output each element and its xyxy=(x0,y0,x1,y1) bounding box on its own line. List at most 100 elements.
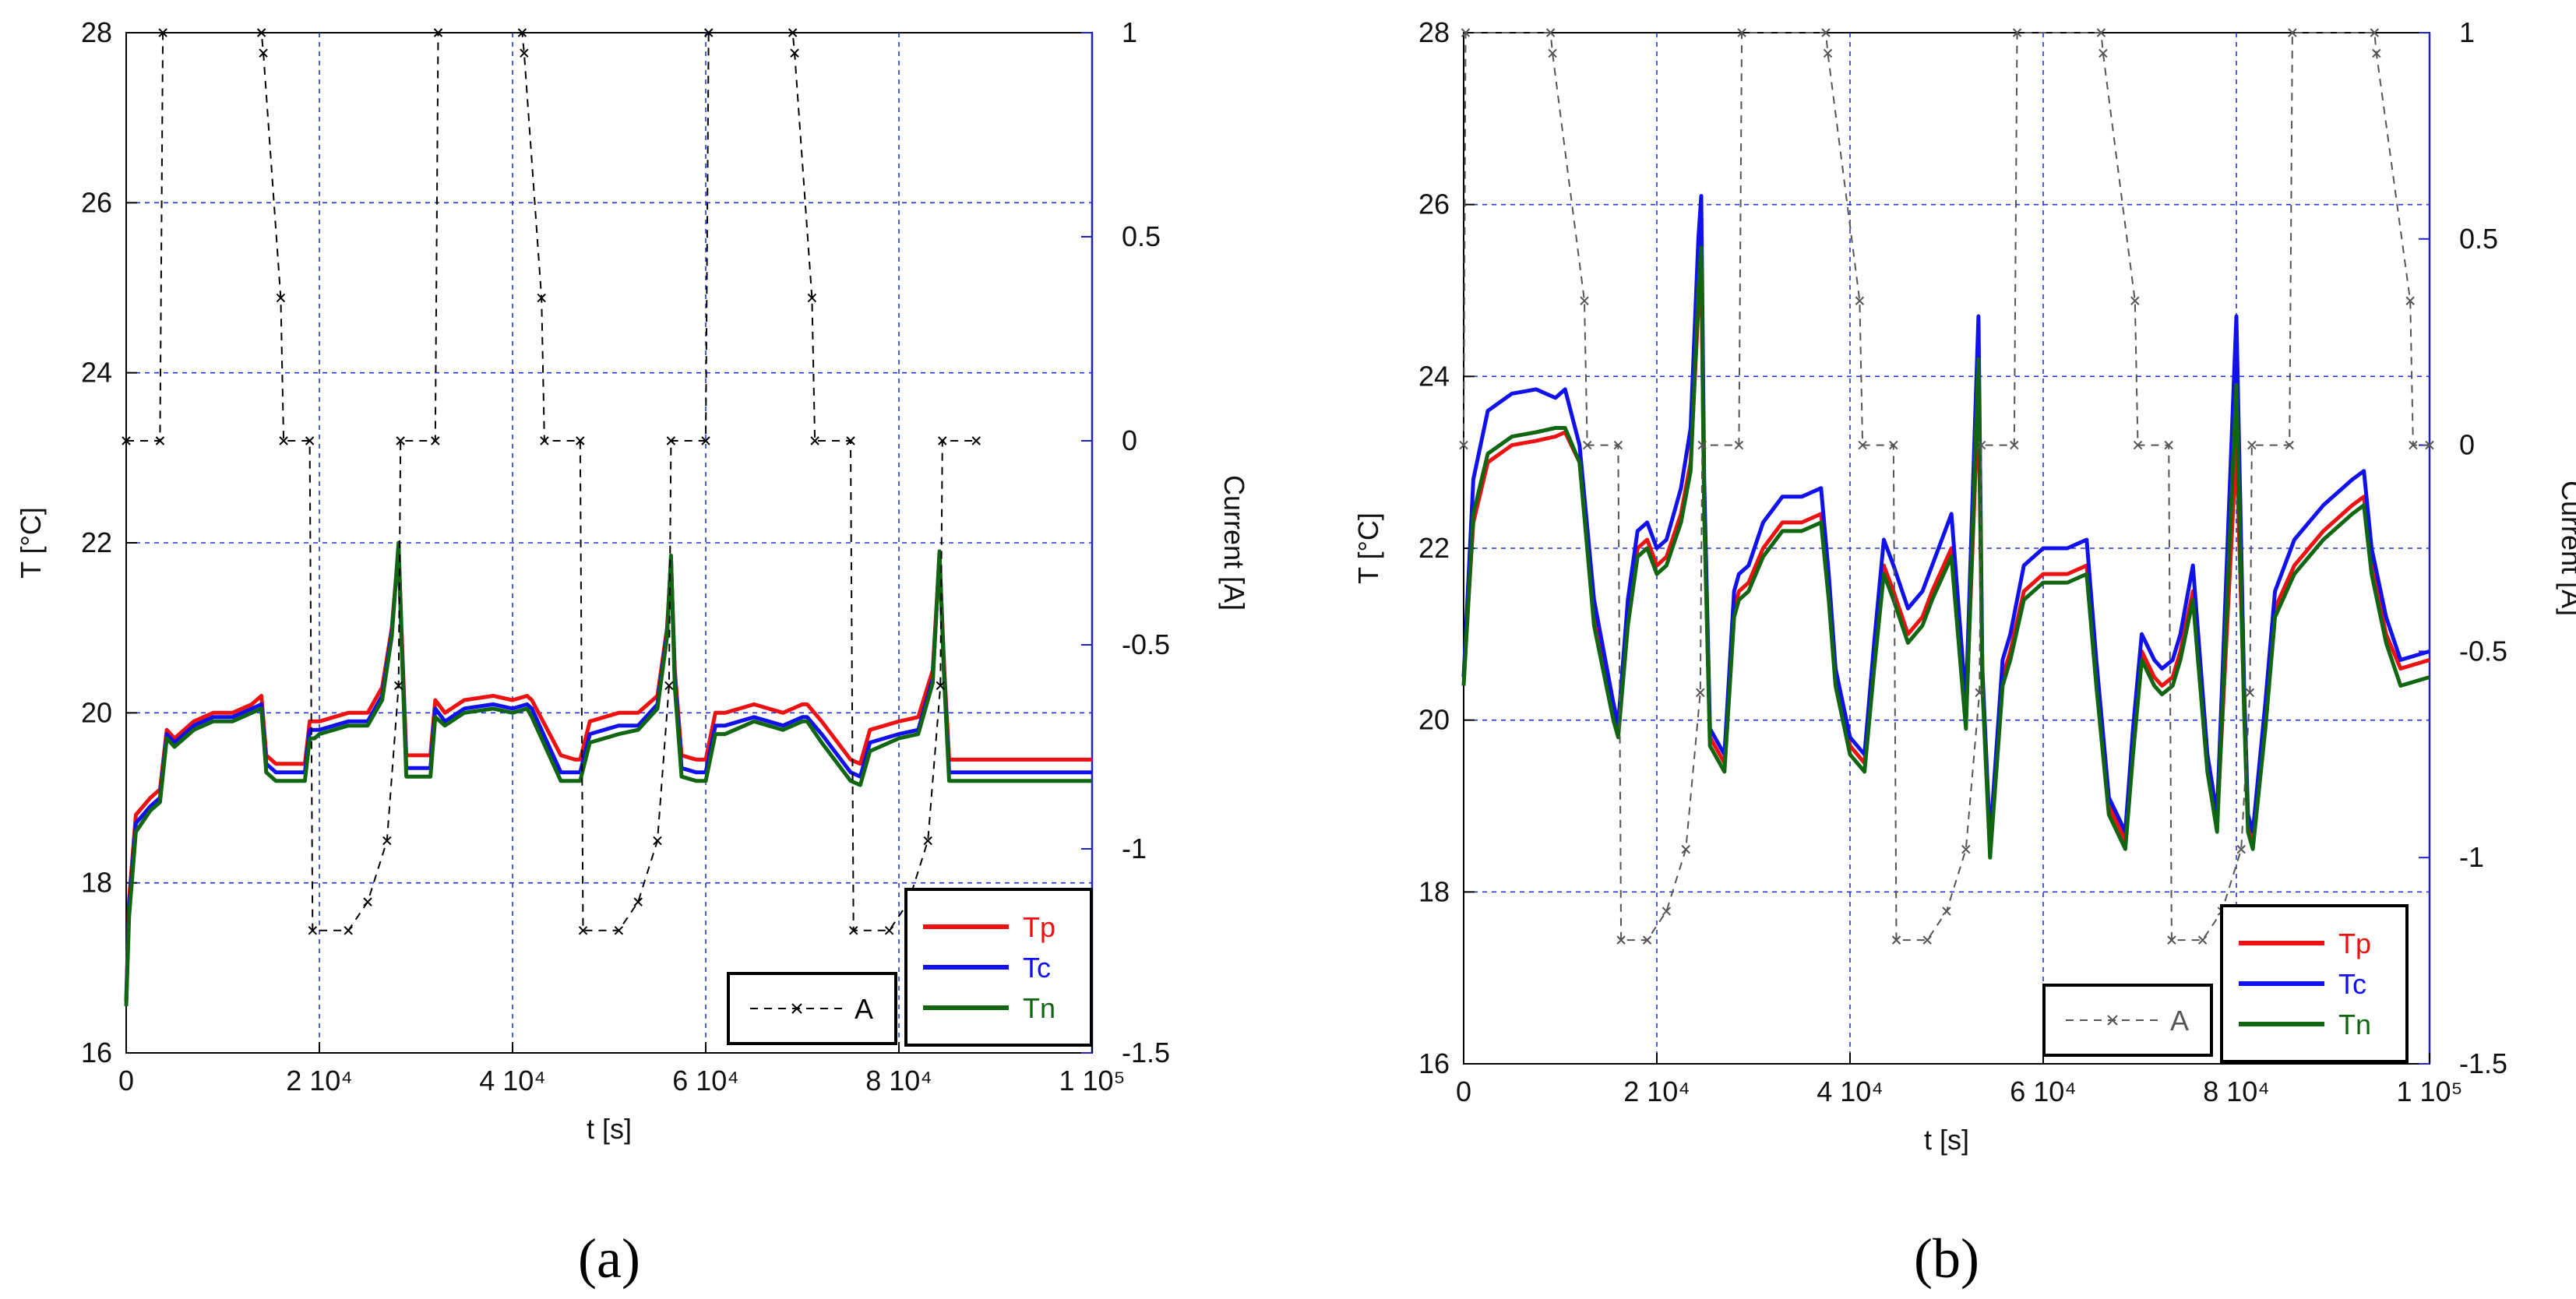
series-tp-line xyxy=(1461,262,2430,851)
series-a-marker xyxy=(1696,688,1705,698)
series-a-marker xyxy=(633,897,643,906)
series-a-marker xyxy=(971,436,981,445)
series-a-marker xyxy=(2012,28,2022,37)
series-a-group xyxy=(122,28,981,935)
series-a-marker xyxy=(1662,906,1672,916)
y-tick-label-right: 0.5 xyxy=(2459,223,2498,255)
series-a-marker xyxy=(1855,296,1865,305)
series-a-marker xyxy=(1461,28,1471,37)
y-tick-label-left: 28 xyxy=(1418,16,1450,48)
y-tick-label-left: 28 xyxy=(81,16,112,48)
series-a-marker xyxy=(923,836,932,846)
series-a-marker xyxy=(396,436,405,445)
series-a-marker xyxy=(2130,296,2140,305)
legend-current-marker xyxy=(791,1003,802,1014)
y-tick-label-left: 16 xyxy=(81,1037,112,1068)
series-a-marker xyxy=(1459,440,1468,450)
legend-temperatures: Tp Tc Tn xyxy=(904,888,1093,1047)
panel-label: (b) xyxy=(1914,1227,1979,1290)
y-tick-label-left: 26 xyxy=(81,186,112,218)
y-tick-label-left: 16 xyxy=(1418,1047,1450,1079)
legend-current-marker xyxy=(2107,1015,2118,1026)
series-tc-line xyxy=(1461,194,2430,843)
series-a-marker xyxy=(1976,440,1986,450)
series-a-marker xyxy=(2288,28,2297,37)
series-a-marker xyxy=(1734,440,1744,450)
series-a-marker xyxy=(936,681,946,691)
series-a-marker xyxy=(433,28,443,37)
series-a-marker xyxy=(807,293,817,303)
y-tick-label-left: 20 xyxy=(1418,704,1450,736)
y-axis-label-left: T [°C] xyxy=(15,507,47,579)
series-a-marker xyxy=(305,436,315,445)
y-tick-label-left: 18 xyxy=(1418,875,1450,907)
y-tick-label-left: 22 xyxy=(81,526,112,558)
series-a-marker xyxy=(788,28,798,37)
y-tick-label-right: 1 xyxy=(2459,16,2475,48)
x-tick-label: 1 10⁵ xyxy=(2397,1075,2463,1107)
series-a-marker xyxy=(1922,935,1932,945)
series-a-marker xyxy=(2164,440,2173,450)
series-a-marker xyxy=(1616,935,1626,945)
series-a-marker xyxy=(1737,28,1746,37)
y-tick-label-left: 22 xyxy=(1418,532,1450,564)
series-tn-line xyxy=(124,540,1092,1007)
series-a-marker xyxy=(1891,935,1901,945)
series-a-marker xyxy=(1583,440,1592,450)
series-a-marker xyxy=(2099,48,2108,58)
series-a-marker xyxy=(155,436,165,445)
gridlines xyxy=(126,33,1092,1053)
series-tc-line xyxy=(124,545,1092,1002)
y-tick-label-right: -1 xyxy=(2459,841,2484,873)
series-a-marker xyxy=(578,926,588,935)
series-a-marker xyxy=(1858,440,1867,450)
series-tn-line xyxy=(1461,245,2430,860)
legend-current-label: A xyxy=(855,993,873,1025)
series-a-marker xyxy=(363,897,372,906)
x-tick-label: 8 10⁴ xyxy=(2203,1075,2270,1107)
x-tick-label: 2 10⁴ xyxy=(286,1065,353,1097)
y-tick-label-right: 0 xyxy=(2459,429,2475,461)
legend-label-tn: Tn xyxy=(2338,1009,2371,1040)
series-a-marker xyxy=(2236,844,2246,854)
series-a-marker xyxy=(810,436,819,445)
x-axis-label: t [s] xyxy=(587,1113,632,1145)
series-a-marker xyxy=(1580,296,1589,305)
y-tick-label-right: -0.5 xyxy=(1122,628,1170,660)
series-a-marker xyxy=(256,28,266,37)
y-tick-label-left: 26 xyxy=(1418,188,1450,220)
legend-temperatures: Tp Tc Tn xyxy=(2220,904,2409,1063)
y-axis-label-right: Current [A] xyxy=(1218,475,1250,611)
series-a-marker xyxy=(1821,28,1831,37)
series-a-marker xyxy=(540,436,549,445)
chart-panel-a: 0 2 10⁴ 4 10⁴ 6 10⁴ 8 10⁴ 1 10⁵ 16 18 20 22 24 26 28… xyxy=(15,16,1250,1290)
series-a-marker xyxy=(1975,688,1984,698)
series-a-marker xyxy=(382,836,392,846)
legend-label-tn: Tn xyxy=(1023,992,1055,1024)
y-tick-label-left: 18 xyxy=(81,867,112,899)
y-tick-label-right: 1 xyxy=(1122,16,1137,48)
x-tick-label: 6 10⁴ xyxy=(2010,1075,2077,1107)
series-a-marker xyxy=(520,48,529,58)
y-tick-label-left: 24 xyxy=(81,357,112,389)
series-a-line xyxy=(126,32,977,931)
x-tick-label: 0 xyxy=(1456,1075,1471,1107)
legend-label-tp: Tp xyxy=(2338,928,2371,959)
x-axis-label: t [s] xyxy=(1924,1124,1969,1156)
y-tick-label-right: -1.5 xyxy=(2459,1047,2507,1079)
series-a-marker xyxy=(849,926,858,935)
legend-label-tc: Tc xyxy=(1023,952,1051,984)
series-a-marker xyxy=(1681,844,1690,854)
series-a-marker xyxy=(2010,440,2019,450)
series-a-marker xyxy=(790,48,799,58)
series-a-marker xyxy=(576,436,585,445)
series-a-marker xyxy=(2372,48,2381,58)
chart-panel-b: 0 2 10⁴ 4 10⁴ 6 10⁴ 8 10⁴ 1 10⁵ 16 18 20 22 24 26 28… xyxy=(1352,16,2576,1290)
series-a-marker xyxy=(431,436,440,445)
series-a-marker xyxy=(2245,688,2255,698)
y-tick-label-left: 20 xyxy=(81,696,112,728)
series-tp-line xyxy=(124,545,1092,1002)
y-tick-label-right: -1.5 xyxy=(1122,1037,1170,1068)
series-a-marker xyxy=(666,436,676,445)
